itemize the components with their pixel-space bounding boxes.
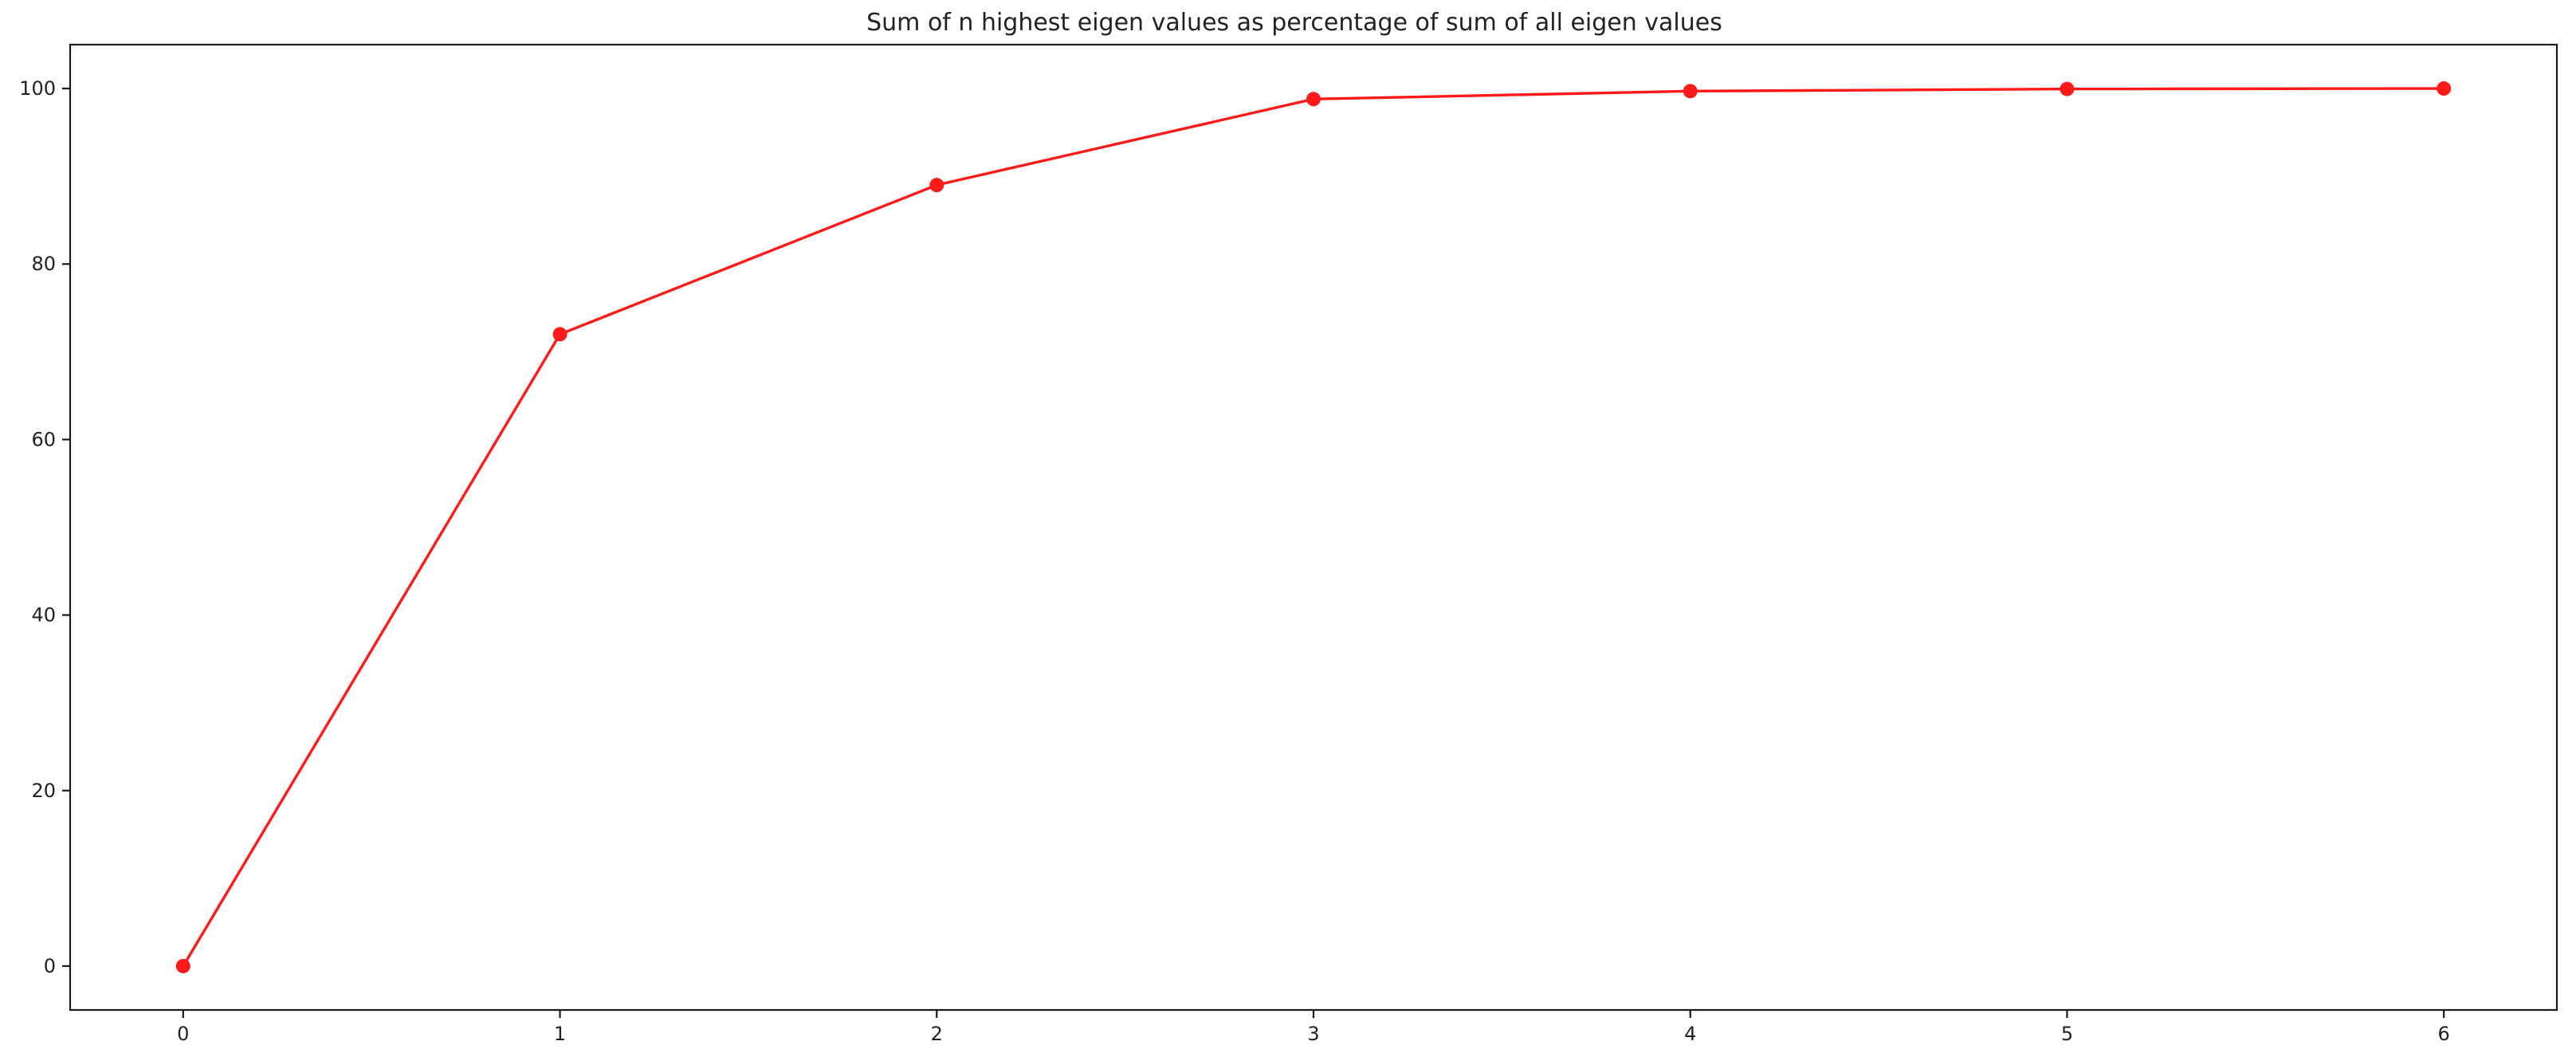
chart-title: Sum of n highest eigen values as percent… [866, 9, 1722, 37]
x-tick-label: 1 [554, 1023, 566, 1045]
series-layer [175, 81, 2452, 973]
x-axis: 0 1 2 3 4 5 6 [177, 1010, 2450, 1045]
x-tick-label: 5 [2061, 1023, 2073, 1045]
x-tick-label: 4 [1684, 1023, 1696, 1045]
x-tick-label: 2 [931, 1023, 943, 1045]
y-tick-label: 60 [31, 428, 56, 450]
data-point [2437, 81, 2452, 96]
y-tick-label: 80 [31, 253, 56, 275]
y-tick-label: 100 [19, 77, 56, 100]
x-tick-label: 6 [2438, 1023, 2450, 1045]
data-point [1306, 92, 1321, 107]
x-tick-label: 3 [1307, 1023, 1319, 1045]
y-axis: 0 20 40 60 80 100 [19, 77, 70, 977]
y-tick-label: 20 [31, 780, 56, 802]
data-point [1683, 84, 1698, 99]
y-tick-label: 0 [44, 955, 56, 977]
data-point [175, 958, 190, 973]
y-tick-label: 40 [31, 604, 56, 627]
data-point [2060, 81, 2075, 96]
data-point [552, 327, 567, 342]
data-point [929, 178, 944, 193]
x-tick-label: 0 [177, 1023, 189, 1045]
